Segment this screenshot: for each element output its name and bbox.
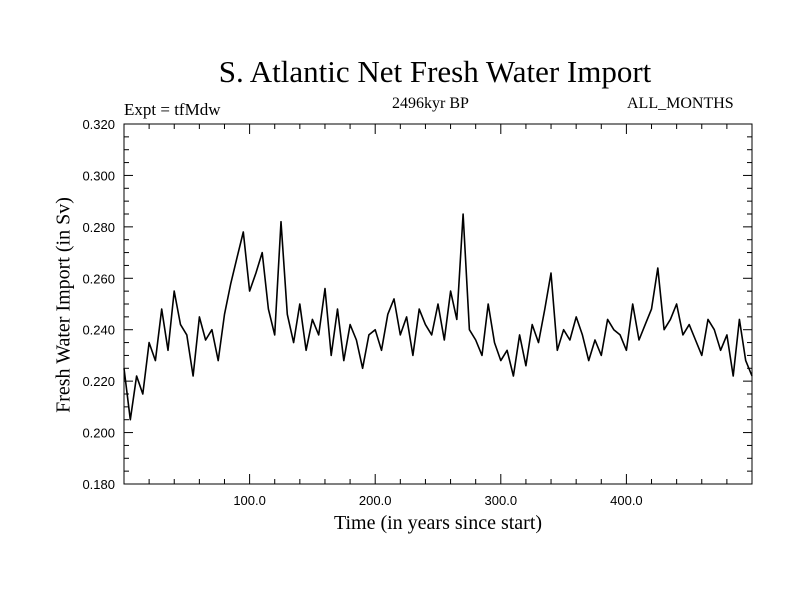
series-line-0: [123, 213, 753, 421]
y-tick-label-5: 0.280: [82, 220, 115, 235]
x-axis-label: Time (in years since start): [333, 512, 543, 534]
x-tick-label-1: 200.0: [359, 493, 392, 508]
x-tick-label-3: 400.0: [610, 493, 643, 508]
y-tick-label-4: 0.260: [82, 271, 115, 286]
y-tick-label-6: 0.300: [82, 168, 115, 183]
experiment-label: Expt = tfMdw: [124, 100, 221, 119]
axis-layer: 0.180 0.200 0.220 0.240 0.260 0.280 0.300 0.320…: [82, 117, 752, 508]
chart-title: S. Atlantic Net Fresh Water Import: [218, 54, 652, 89]
y-tick-label-3: 0.240: [82, 323, 115, 338]
months-label: ALL_MONTHS: [627, 95, 734, 112]
x-tick-label-0: 100.0: [233, 493, 266, 508]
y-tick-label-0: 0.180: [82, 477, 115, 492]
plot-frame: [123, 123, 753, 485]
y-tick-label-2: 0.220: [82, 374, 115, 389]
y-tick-label-7: 0.320: [82, 117, 115, 132]
x-tick-label-2: 300.0: [485, 493, 518, 508]
series-layer: [123, 213, 753, 421]
chart-subtitle: 2496kyr BP: [392, 95, 469, 112]
y-tick-label-1: 0.200: [82, 426, 115, 441]
